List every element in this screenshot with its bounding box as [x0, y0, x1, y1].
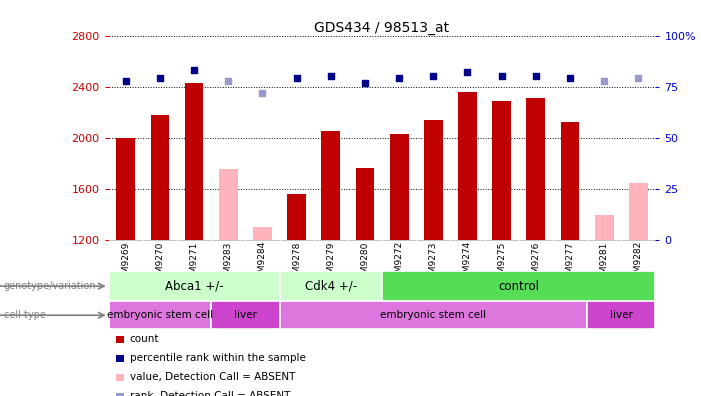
Text: GSM9274: GSM9274 [463, 241, 472, 284]
Text: GSM9269: GSM9269 [121, 241, 130, 285]
Bar [594, 215, 613, 240]
Point [564, 75, 576, 82]
Bar [629, 183, 648, 240]
Text: GSM9271: GSM9271 [189, 241, 198, 285]
Bar [424, 120, 443, 240]
Text: cell type: cell type [4, 310, 46, 320]
Title: GDS434 / 98513_at: GDS434 / 98513_at [315, 21, 449, 34]
Text: GSM9276: GSM9276 [531, 241, 540, 285]
Text: GSM9270: GSM9270 [156, 241, 165, 285]
Point [462, 69, 473, 76]
Text: GSM9275: GSM9275 [497, 241, 506, 285]
Point [257, 89, 268, 96]
Bar [109, 301, 211, 329]
Bar [280, 271, 382, 301]
Bar [382, 271, 655, 301]
Bar [116, 137, 135, 240]
Point [223, 77, 234, 84]
Text: Abca1 +/-: Abca1 +/- [165, 280, 224, 293]
Text: GSM9273: GSM9273 [429, 241, 438, 285]
Text: embryonic stem cell: embryonic stem cell [380, 310, 486, 320]
Text: value, Detection Call = ABSENT: value, Detection Call = ABSENT [130, 372, 295, 383]
Text: control: control [498, 280, 539, 293]
Bar [151, 115, 170, 240]
Text: genotype/variation: genotype/variation [4, 281, 96, 291]
Bar [587, 301, 655, 329]
Point [633, 75, 644, 82]
Text: Cdk4 +/-: Cdk4 +/- [305, 280, 357, 293]
Bar [492, 101, 511, 240]
Bar [458, 92, 477, 240]
Text: GSM9281: GSM9281 [599, 241, 608, 285]
Bar [287, 194, 306, 240]
Text: count: count [130, 334, 159, 345]
Point [530, 73, 541, 80]
Text: GSM9283: GSM9283 [224, 241, 233, 285]
Text: GSM9278: GSM9278 [292, 241, 301, 285]
Point [291, 75, 302, 82]
Bar [253, 227, 272, 240]
Point [599, 77, 610, 84]
Text: percentile rank within the sample: percentile rank within the sample [130, 353, 306, 364]
Text: GSM9277: GSM9277 [566, 241, 575, 285]
Bar [219, 169, 238, 240]
Text: liver: liver [610, 310, 633, 320]
Point [325, 73, 336, 80]
Text: GSM9282: GSM9282 [634, 241, 643, 284]
Point [496, 73, 508, 80]
Point [189, 67, 200, 74]
Bar [321, 131, 340, 240]
Bar [561, 122, 580, 240]
Bar [355, 168, 374, 240]
Bar [390, 134, 409, 240]
Bar [109, 271, 280, 301]
Bar [526, 98, 545, 240]
Bar [184, 83, 203, 240]
Bar [211, 301, 280, 329]
Point [428, 73, 439, 80]
Point [393, 75, 404, 82]
Bar [280, 301, 587, 329]
Point [360, 79, 371, 86]
Point [120, 77, 131, 84]
Text: GSM9279: GSM9279 [326, 241, 335, 285]
Point [154, 75, 165, 82]
Text: GSM9272: GSM9272 [395, 241, 404, 284]
Text: GSM9284: GSM9284 [258, 241, 267, 284]
Text: liver: liver [234, 310, 257, 320]
Text: rank, Detection Call = ABSENT: rank, Detection Call = ABSENT [130, 391, 290, 396]
Text: embryonic stem cell: embryonic stem cell [107, 310, 213, 320]
Text: GSM9280: GSM9280 [360, 241, 369, 285]
